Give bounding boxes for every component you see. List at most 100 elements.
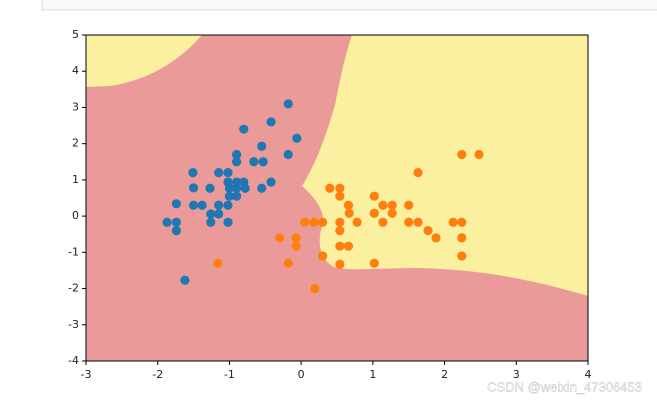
point [387,200,397,210]
point [343,200,354,210]
point [457,233,467,243]
y-tick-label: -3 [68,318,79,331]
point [378,217,388,227]
point [197,200,207,210]
y-tick-label: 4 [72,64,79,77]
point [223,200,233,210]
point [224,183,235,193]
point [239,124,249,134]
point [335,241,345,251]
point [171,199,181,209]
x-tick-label: -2 [152,368,163,381]
x-tick-label: 4 [585,368,592,381]
point [188,183,199,193]
region-class-1 [86,35,202,87]
y-tick-label: -2 [68,282,79,295]
point [232,191,242,201]
point [283,99,293,109]
point [335,226,345,236]
point [291,241,301,251]
point [162,217,172,227]
point [232,149,242,160]
point [300,217,310,227]
point [223,217,233,227]
watermark: CSDN @weixin_47306453 [487,379,642,394]
point [431,233,441,243]
y-tick-label: 5 [72,28,79,41]
point [206,217,216,227]
point [249,157,259,167]
point [387,208,397,218]
point [214,209,224,219]
region-class-1 [302,35,588,296]
point [335,217,345,227]
point [448,217,458,227]
point [474,149,484,160]
plot-frame [85,34,589,362]
point [335,259,345,269]
point [343,241,354,251]
point [404,217,414,227]
y-tick-label: -4 [68,354,79,367]
x-tick-label: 2 [441,368,448,381]
point [232,157,242,167]
point [413,168,423,178]
point [206,209,216,219]
point [266,177,276,187]
point [352,217,362,227]
point [310,283,320,294]
point [283,149,293,160]
point [240,183,250,193]
x-tick-label: 3 [513,368,520,381]
point [291,233,301,243]
point [275,233,285,243]
cell-frame [41,0,657,11]
point [404,200,414,210]
point [335,183,345,193]
point [188,200,199,210]
point [171,226,181,236]
point [258,157,268,167]
y-tick-label: 0 [72,209,79,222]
point [224,191,235,201]
point [457,149,467,160]
x-tick-label: -3 [81,368,92,381]
point [335,191,345,201]
point [266,117,276,127]
point [369,208,379,218]
point [213,258,223,268]
y-tick-label: 3 [72,100,79,113]
point [283,258,293,268]
point [292,133,302,143]
point [344,208,354,218]
point [257,141,267,151]
point [457,251,467,261]
y-tick-label: -1 [68,245,79,258]
point [223,168,233,178]
point [318,217,328,227]
point [171,217,181,227]
decision-regions [86,35,588,361]
point [318,251,328,261]
point [205,183,215,193]
point [325,183,335,193]
point [413,217,423,227]
point [309,217,319,227]
point [369,258,379,268]
point [378,200,388,210]
point [214,168,224,178]
point [369,191,379,201]
x-tick-label: 1 [369,368,376,381]
point [232,183,242,193]
point [423,226,433,236]
y-tick-label: 1 [72,173,79,186]
point [214,200,224,210]
point [188,168,198,178]
x-tick-label: -1 [224,368,235,381]
point [257,183,267,193]
y-tick-label: 2 [72,137,79,150]
x-tick-label: 0 [298,368,305,381]
point [457,217,467,227]
point [180,275,190,285]
